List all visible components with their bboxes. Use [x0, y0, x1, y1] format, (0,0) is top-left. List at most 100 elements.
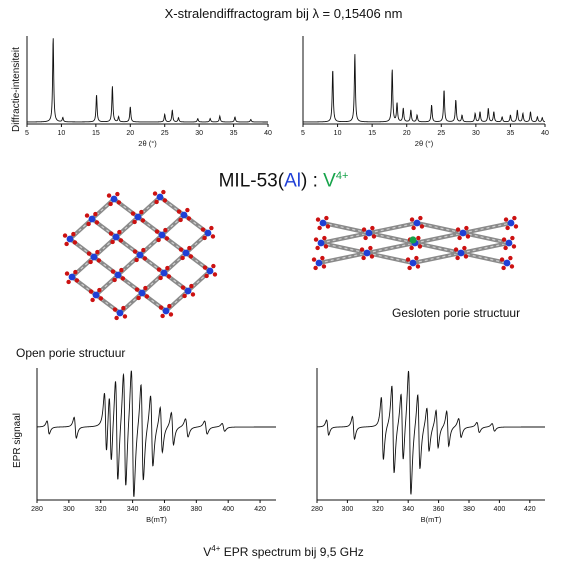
- oxygen-atom: [511, 244, 517, 249]
- x-tick-label: 340: [402, 506, 414, 513]
- oxygen-atom: [419, 224, 425, 229]
- oxygen-atom: [88, 259, 93, 265]
- oxygen-atom: [178, 247, 184, 252]
- linker-ring: [414, 232, 464, 244]
- formula-open-paren: (: [277, 170, 285, 192]
- x-axis-label: B(mT): [421, 515, 442, 524]
- oxygen-atom: [185, 207, 190, 213]
- oxygen-atom: [465, 234, 471, 239]
- closed-pore-label: Gesloten porie structuur: [392, 306, 521, 320]
- oxygen-atom: [453, 247, 459, 252]
- oxygen-atom: [182, 293, 187, 299]
- oxygen-atom: [162, 198, 168, 203]
- oxygen-atom: [501, 265, 506, 271]
- open-pore-label: Open porie structuur: [16, 346, 126, 360]
- x-tick-label: 300: [63, 506, 75, 513]
- oxygen-atom: [418, 215, 423, 221]
- open-pore-structure-image: [62, 189, 218, 321]
- oxygen-atom: [114, 315, 119, 321]
- oxygen-atom: [501, 237, 507, 242]
- oxygen-atom: [112, 307, 118, 312]
- oxygen-atom: [116, 200, 122, 205]
- oxygen-atom: [209, 225, 214, 231]
- oxygen-atom: [503, 245, 508, 251]
- oxygen-atom: [359, 247, 365, 252]
- oxygen-atom: [186, 216, 192, 221]
- metal-atom: [507, 219, 515, 227]
- oxygen-atom: [108, 231, 114, 236]
- metal-atom: [365, 229, 373, 237]
- metal-atom: [363, 249, 371, 257]
- oxygen-atom: [455, 227, 461, 232]
- oxygen-atom: [313, 265, 318, 271]
- formula-metal: Al: [284, 170, 301, 192]
- oxygen-atom: [110, 239, 115, 245]
- x-tick-label: 5: [25, 130, 29, 137]
- series-line: [36, 370, 276, 497]
- metal-atom: [184, 287, 192, 295]
- x-tick-label: 360: [159, 506, 171, 513]
- x-tick-label: 320: [95, 506, 107, 513]
- formula-dopant-charge: 4+: [335, 170, 349, 182]
- oxygen-atom: [110, 269, 116, 274]
- x-tick-label: 280: [31, 506, 43, 513]
- oxygen-atom: [88, 289, 94, 294]
- x-tick-label: 30: [472, 130, 480, 137]
- x-tick-label: 30: [195, 130, 203, 137]
- metal-atom: [315, 259, 323, 267]
- x-axis-label: 2θ (°): [138, 139, 157, 148]
- oxygen-atom: [122, 314, 128, 319]
- x-tick-label: 360: [433, 506, 445, 513]
- oxygen-atom: [73, 269, 78, 275]
- oxygen-atom: [66, 279, 71, 285]
- oxygen-atom: [323, 244, 329, 249]
- oxygen-atom: [144, 294, 150, 299]
- linker-ring: [320, 242, 368, 254]
- oxygen-atom: [320, 255, 325, 261]
- oxygen-atom: [510, 235, 515, 241]
- oxygen-atom: [62, 233, 68, 238]
- metal-atom: [204, 229, 212, 237]
- oxygen-atom: [405, 257, 411, 262]
- oxygen-atom: [363, 235, 368, 241]
- oxygen-atom: [202, 265, 208, 270]
- metal-atom: [409, 259, 417, 267]
- formula-name: MIL-53: [218, 170, 278, 192]
- x-tick-label: 280: [311, 506, 323, 513]
- oxygen-atom: [64, 271, 70, 276]
- metal-atom: [136, 251, 144, 259]
- metal-atom: [116, 309, 124, 317]
- oxygen-atom: [204, 273, 209, 279]
- oxygen-atom: [158, 275, 163, 281]
- oxygen-atom: [370, 225, 375, 231]
- series-line: [303, 54, 546, 123]
- oxygen-atom: [152, 191, 158, 196]
- oxygen-atom: [190, 292, 196, 297]
- formula-separator: :: [307, 170, 324, 192]
- linker-ring: [368, 222, 418, 234]
- metal-atom: [114, 271, 122, 279]
- x-tick-label: 25: [161, 130, 169, 137]
- metal-atom: [160, 269, 168, 277]
- oxygen-atom: [321, 264, 327, 269]
- linker-ring: [368, 232, 416, 244]
- oxygen-atom: [211, 263, 216, 269]
- oxygen-atom: [95, 249, 100, 255]
- oxygen-atom: [368, 245, 373, 251]
- x-tick-label: 380: [463, 506, 475, 513]
- x-tick-label: 10: [334, 130, 342, 137]
- epr-caption-prefix: V: [203, 545, 212, 559]
- metal-atom: [413, 219, 421, 227]
- epr-y-axis-label: EPR signaal: [12, 412, 23, 468]
- series-line: [26, 38, 268, 123]
- oxygen-atom: [158, 305, 164, 310]
- oxygen-atom: [200, 227, 206, 232]
- linker-ring: [460, 242, 510, 254]
- vanadium-atom: [409, 236, 417, 244]
- oxygen-atom: [189, 283, 194, 289]
- oxygen-atom: [132, 219, 137, 225]
- linker-ring: [462, 232, 510, 244]
- oxygen-atom: [74, 278, 80, 283]
- x-tick-label: 40: [541, 130, 549, 137]
